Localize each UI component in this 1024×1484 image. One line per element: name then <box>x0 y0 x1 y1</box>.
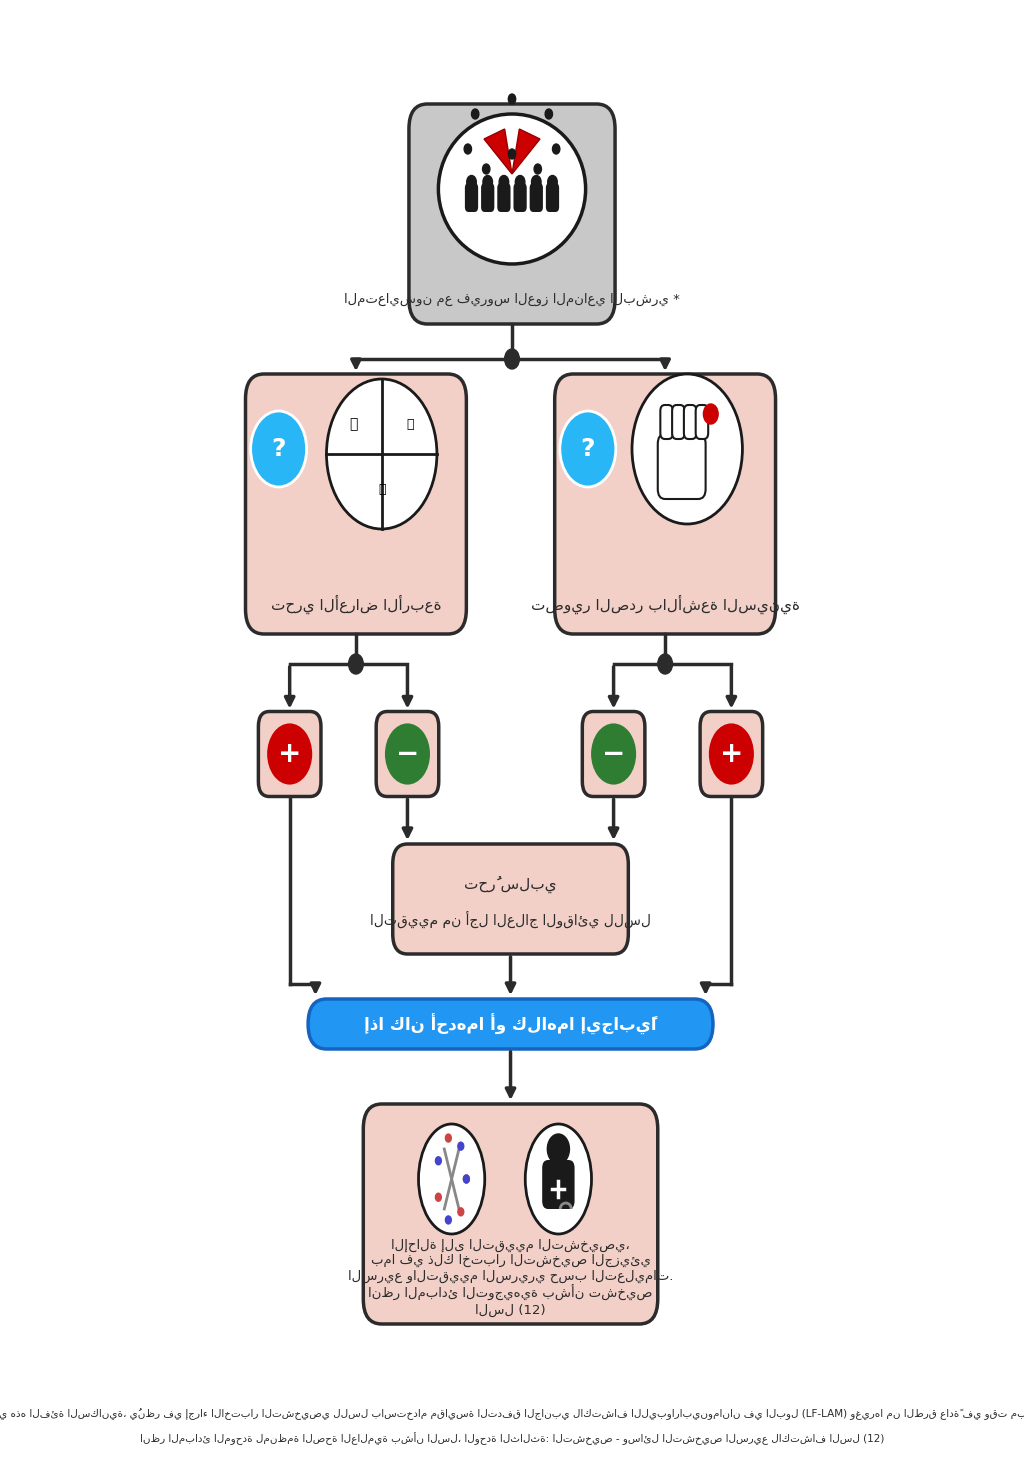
Text: ?: ? <box>581 436 595 462</box>
FancyBboxPatch shape <box>542 1160 574 1209</box>
Text: −: − <box>602 741 626 769</box>
FancyBboxPatch shape <box>258 711 321 797</box>
Circle shape <box>327 378 437 528</box>
Text: التقييم من أجل العلاج الوقائي للسل: التقييم من أجل العلاج الوقائي للسل <box>370 910 651 928</box>
Circle shape <box>531 175 541 188</box>
Text: المتعايشون مع فيروس العوز المناعي البشري *: المتعايشون مع فيروس العوز المناعي البشري… <box>344 292 680 306</box>
Text: * في هذه الفئة السكانية، يُنظر في إجراء الاختبار التشخيصي للسل باستخدام مقايسة ا: * في هذه الفئة السكانية، يُنظر في إجراء … <box>0 1408 1024 1420</box>
FancyBboxPatch shape <box>498 183 511 212</box>
Text: إذا كان أحدهما أو كلاهما إيجابيًا: إذا كان أحدهما أو كلاهما إيجابيًا <box>365 1014 656 1034</box>
Circle shape <box>703 404 718 424</box>
Circle shape <box>458 1143 464 1150</box>
FancyBboxPatch shape <box>465 183 478 212</box>
Ellipse shape <box>419 1123 484 1235</box>
Text: ?: ? <box>271 436 286 462</box>
Circle shape <box>548 1134 569 1163</box>
FancyBboxPatch shape <box>695 405 709 439</box>
Circle shape <box>553 144 560 154</box>
Circle shape <box>464 1175 469 1183</box>
Circle shape <box>458 1208 464 1215</box>
Circle shape <box>515 175 525 188</box>
FancyBboxPatch shape <box>409 104 615 324</box>
Circle shape <box>348 654 364 674</box>
Polygon shape <box>512 129 540 174</box>
FancyBboxPatch shape <box>657 433 706 499</box>
Circle shape <box>471 108 479 119</box>
Ellipse shape <box>525 1123 592 1235</box>
Text: انظر المبادئ الموحدة لمنظمة الصحة العالمية بشأن السل، الوحدة الثالثة: التشخيص - : انظر المبادئ الموحدة لمنظمة الصحة العالم… <box>140 1432 884 1445</box>
Text: تصوير الصدر بالأشعة السينية: تصوير الصدر بالأشعة السينية <box>530 595 800 614</box>
Circle shape <box>508 93 516 104</box>
Ellipse shape <box>438 114 586 264</box>
Text: 🌡: 🌡 <box>349 417 358 430</box>
FancyBboxPatch shape <box>684 405 696 439</box>
Ellipse shape <box>591 723 636 785</box>
Polygon shape <box>484 129 512 174</box>
Circle shape <box>657 654 673 674</box>
FancyBboxPatch shape <box>364 1104 657 1324</box>
Circle shape <box>499 175 509 188</box>
Ellipse shape <box>267 723 312 785</box>
Circle shape <box>505 349 519 370</box>
Circle shape <box>482 165 489 174</box>
FancyBboxPatch shape <box>546 183 559 212</box>
Circle shape <box>464 144 471 154</box>
FancyBboxPatch shape <box>376 711 438 797</box>
Circle shape <box>251 411 306 487</box>
Text: تحري الأعراض الأربعة: تحري الأعراض الأربعة <box>270 595 441 614</box>
Circle shape <box>632 374 742 524</box>
Circle shape <box>483 175 493 188</box>
FancyBboxPatch shape <box>513 183 526 212</box>
FancyBboxPatch shape <box>672 405 685 439</box>
Ellipse shape <box>709 723 754 785</box>
FancyBboxPatch shape <box>246 374 466 634</box>
Circle shape <box>464 1175 469 1183</box>
Text: 🤧: 🤧 <box>378 482 385 496</box>
Circle shape <box>545 108 553 119</box>
Text: تحرُ سلبي: تحرُ سلبي <box>464 876 557 893</box>
Text: الإحالة إلى التقييم التشخيصي،
بما في ذلك اختبار التشخيص الجزيئي
السريع والتقييم : الإحالة إلى التقييم التشخيصي، بما في ذلك… <box>348 1239 673 1316</box>
Circle shape <box>445 1215 452 1224</box>
FancyBboxPatch shape <box>481 183 495 212</box>
FancyBboxPatch shape <box>393 844 629 954</box>
Circle shape <box>435 1193 441 1201</box>
Circle shape <box>548 175 557 188</box>
Circle shape <box>560 411 615 487</box>
Circle shape <box>535 165 542 174</box>
FancyBboxPatch shape <box>660 405 673 439</box>
Circle shape <box>435 1156 441 1165</box>
FancyBboxPatch shape <box>308 999 713 1049</box>
Circle shape <box>508 148 516 159</box>
FancyBboxPatch shape <box>583 711 645 797</box>
Circle shape <box>467 175 476 188</box>
Text: +: + <box>278 741 301 769</box>
Ellipse shape <box>385 723 430 785</box>
FancyBboxPatch shape <box>529 183 543 212</box>
FancyBboxPatch shape <box>555 374 775 634</box>
Text: 🚶: 🚶 <box>406 417 414 430</box>
Text: +: + <box>720 741 743 769</box>
FancyBboxPatch shape <box>700 711 763 797</box>
Text: −: − <box>396 741 419 769</box>
Circle shape <box>445 1134 452 1143</box>
